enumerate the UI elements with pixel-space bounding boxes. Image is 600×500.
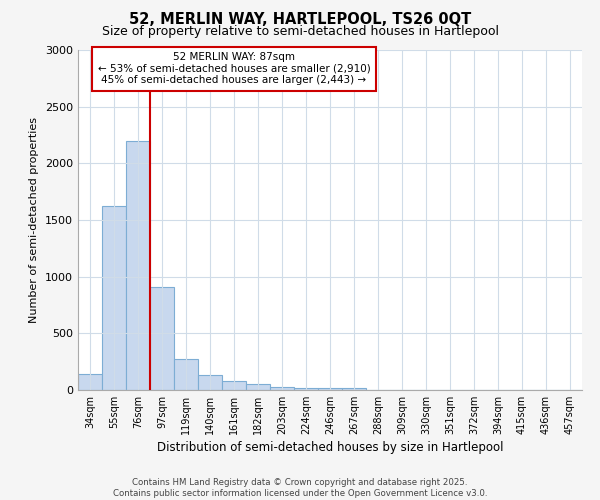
- Text: Size of property relative to semi-detached houses in Hartlepool: Size of property relative to semi-detach…: [101, 25, 499, 38]
- Bar: [294, 388, 318, 390]
- Bar: [102, 206, 126, 390]
- Bar: [270, 386, 294, 390]
- Bar: [222, 381, 246, 390]
- Text: 52, MERLIN WAY, HARTLEPOOL, TS26 0QT: 52, MERLIN WAY, HARTLEPOOL, TS26 0QT: [129, 12, 471, 28]
- Bar: [246, 384, 270, 390]
- Bar: [150, 287, 174, 390]
- Bar: [126, 140, 150, 390]
- Bar: [174, 360, 198, 390]
- Y-axis label: Number of semi-detached properties: Number of semi-detached properties: [29, 117, 40, 323]
- Bar: [78, 374, 102, 390]
- Text: 52 MERLIN WAY: 87sqm
← 53% of semi-detached houses are smaller (2,910)
45% of se: 52 MERLIN WAY: 87sqm ← 53% of semi-detac…: [98, 52, 370, 86]
- Bar: [318, 388, 342, 390]
- Bar: [198, 376, 222, 390]
- X-axis label: Distribution of semi-detached houses by size in Hartlepool: Distribution of semi-detached houses by …: [157, 441, 503, 454]
- Bar: [342, 388, 366, 390]
- Text: Contains HM Land Registry data © Crown copyright and database right 2025.
Contai: Contains HM Land Registry data © Crown c…: [113, 478, 487, 498]
